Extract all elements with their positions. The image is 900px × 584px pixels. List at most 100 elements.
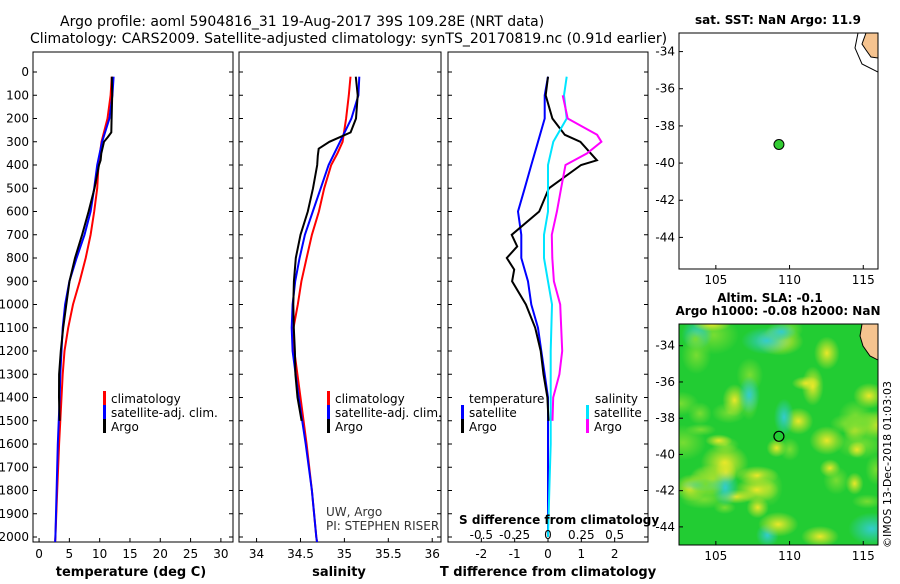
lat-tick-label: -44 <box>655 520 675 534</box>
depth-tick-label: 1200 <box>0 344 29 358</box>
x-tick-label: 5 <box>66 547 74 561</box>
figure-title-line2: Climatology: CARS2009. Satellite-adjuste… <box>30 31 667 47</box>
legend-swatch-climatology <box>327 391 330 405</box>
lat-tick-label: -34 <box>655 339 675 353</box>
legend-sal-argo: Argo <box>594 420 622 434</box>
salinity-lines <box>290 76 361 542</box>
depth-tick-label: 500 <box>6 181 29 195</box>
sla-texture-blob <box>801 525 840 545</box>
depth-axis: 0 100 200 300 400 500 600 700 800 900 1000 1100 1200… <box>0 65 648 544</box>
series-line-temperature-argo <box>505 76 599 421</box>
legend-salinity-heading: salinity <box>595 392 638 406</box>
series-line-satellite-adj-clim- <box>54 76 115 542</box>
salinity-panel <box>238 51 442 543</box>
legend-temp-satellite: satellite <box>469 406 517 420</box>
lat-tick-label: -38 <box>655 411 675 425</box>
legend-swatch-satellite <box>327 405 330 419</box>
x-tick-label: 2 <box>611 547 619 561</box>
lon-tick-label: 105 <box>704 549 727 563</box>
lat-tick-label: -36 <box>655 375 675 389</box>
s-tick-label: 0 <box>544 528 552 542</box>
series-line-satellite-adj-clim- <box>290 76 361 542</box>
lat-tick-label: -40 <box>655 447 675 461</box>
legend-climatology: climatology <box>111 392 181 406</box>
depth-tick-label: 2000 <box>0 530 29 544</box>
legend-sal-satellite: satellite <box>594 406 642 420</box>
imos-watermark: ©IMOS 13-Dec-2018 01:03:03 <box>881 381 894 548</box>
x-tick-label: 0 <box>35 547 43 561</box>
x-tick-label: 10 <box>92 547 107 561</box>
sla-texture-blob <box>851 494 878 509</box>
x-tick-label: 34.5 <box>287 547 314 561</box>
legend-satellite: satellite-adj. clim. <box>111 406 218 420</box>
legend-temp-argo: Argo <box>469 420 497 434</box>
depth-tick-label: 1300 <box>0 367 29 381</box>
sla-texture-blob <box>734 476 779 503</box>
credit-pi: PI: STEPHEN RISER <box>326 519 439 533</box>
x-tick-label: 30 <box>213 547 228 561</box>
altim-map-title2: Argo h1000: -0.08 h2000: NaN <box>675 304 880 318</box>
sla-texture-blob <box>845 472 864 495</box>
sla-texture-blob <box>685 423 717 436</box>
x-tick-label: 36 <box>425 547 440 561</box>
x-axes: 0 5 10 15 20 25 30 34 34.5 35 35.5 36 -2 -1 0 1 2 <box>35 538 618 561</box>
lon-tick-label: 110 <box>778 549 801 563</box>
float-location-marker <box>773 138 785 150</box>
depth-tick-label: 1800 <box>0 484 29 498</box>
legend-swatch-temp-satellite <box>461 405 464 419</box>
sla-texture-blob <box>865 454 878 486</box>
coastline-outline <box>854 33 878 73</box>
legend-swatch-sal-argo <box>586 419 589 433</box>
sla-anomaly-blobs <box>679 324 878 545</box>
x-tick-label: 20 <box>153 547 168 561</box>
figure-title-line1: Argo profile: aoml 5904816_31 19-Aug-201… <box>60 14 544 30</box>
x-tick-label: 34 <box>249 547 264 561</box>
sla-texture-blob <box>779 437 800 461</box>
s-tick-label: 0.25 <box>568 528 595 542</box>
float-location-marker <box>773 430 785 442</box>
legend-satellite: satellite-adj. clim. <box>335 406 442 420</box>
sla-texture-blob <box>809 425 845 456</box>
sla-map-axes: -34 -36 -38 -40 -42 -44 105 110 115 <box>655 339 874 563</box>
sla-texture-blob <box>692 324 731 332</box>
x-tick-label: 35 <box>337 547 352 561</box>
s-tick-label: 0.5 <box>605 528 624 542</box>
lat-tick-label: -36 <box>655 82 675 96</box>
sla-texture-blob <box>847 441 867 458</box>
legend-swatch-argo <box>327 419 330 433</box>
lat-tick-label: -38 <box>655 119 675 133</box>
depth-tick-label: 700 <box>6 228 29 242</box>
s-tick-label: -0.5 <box>470 528 493 542</box>
sla-texture-blob <box>839 411 878 436</box>
depth-tick-label: 600 <box>6 205 29 219</box>
lat-tick-label: -42 <box>655 193 675 207</box>
depth-tick-label: 1500 <box>0 414 29 428</box>
x-tick-label: 1 <box>578 547 586 561</box>
x-tick-label: 15 <box>122 547 137 561</box>
lon-tick-label: 110 <box>778 273 801 287</box>
lat-tick-label: -40 <box>655 156 675 170</box>
lon-tick-label: 105 <box>704 273 727 287</box>
temperature-xlabel: temperature (deg C) <box>56 565 206 580</box>
sla-texture-blob <box>823 466 850 495</box>
legend-swatch-sal-satellite <box>586 405 589 419</box>
x-tick-label: 0 <box>544 547 552 561</box>
sla-texture-blob <box>766 324 797 341</box>
s-tick-label: -0.25 <box>499 528 530 542</box>
depth-tick-label: 1000 <box>0 298 29 312</box>
series-line-temperature-satellite <box>516 76 549 537</box>
difference-lines <box>505 76 603 538</box>
temperature-panel <box>32 51 234 543</box>
depth-tick-label: 1700 <box>0 460 29 474</box>
lon-tick-label: 115 <box>852 549 875 563</box>
legend-argo: Argo <box>335 420 363 434</box>
coastline-land <box>859 324 878 361</box>
x-tick-label: 35.5 <box>375 547 402 561</box>
sst-map-frame <box>678 32 879 270</box>
legend-argo: Argo <box>111 420 139 434</box>
sla-texture-blob <box>738 376 761 414</box>
lat-tick-label: -42 <box>655 484 675 498</box>
temperature-lines <box>54 76 115 542</box>
sla-texture-blob <box>687 402 712 425</box>
